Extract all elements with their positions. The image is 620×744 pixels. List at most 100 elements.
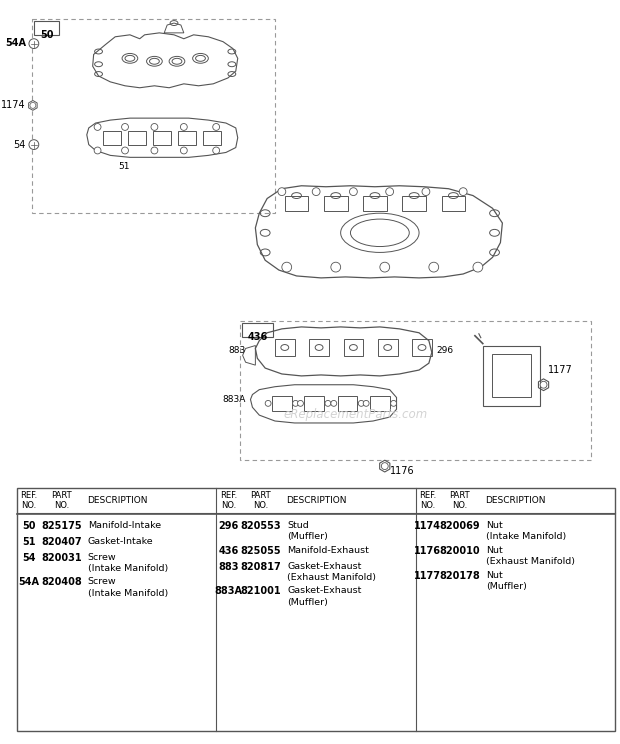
Text: 296: 296 [218, 521, 238, 531]
Text: 1177: 1177 [547, 365, 572, 375]
Text: Gasket-Intake: Gasket-Intake [88, 536, 153, 546]
Circle shape [381, 463, 388, 469]
Text: (Intake Manifold): (Intake Manifold) [88, 564, 168, 573]
Bar [378, 339, 397, 356]
Circle shape [312, 187, 320, 196]
Text: 1177: 1177 [414, 571, 441, 580]
Text: 883A: 883A [222, 394, 246, 403]
Circle shape [386, 187, 394, 196]
Text: Manifold-Intake: Manifold-Intake [88, 521, 161, 530]
Bar [153, 131, 171, 144]
Text: Nut: Nut [486, 571, 503, 580]
Circle shape [151, 147, 158, 154]
Text: 436: 436 [247, 332, 267, 341]
Bar [32, 19, 275, 214]
Text: REF.
NO.: REF. NO. [219, 491, 237, 510]
Circle shape [350, 187, 357, 196]
Text: Nut: Nut [486, 521, 503, 530]
Circle shape [298, 400, 303, 406]
Text: Screw: Screw [88, 553, 117, 562]
Circle shape [265, 400, 271, 406]
Text: REF.
NO.: REF. NO. [419, 491, 436, 510]
Bar [309, 339, 329, 356]
Bar [128, 131, 146, 144]
Text: DESCRIPTION: DESCRIPTION [286, 496, 347, 505]
Bar [338, 396, 357, 411]
Bar [285, 196, 308, 211]
Text: 825055: 825055 [241, 546, 281, 556]
Circle shape [325, 400, 331, 406]
Bar [34, 21, 60, 35]
Text: 51: 51 [118, 162, 130, 171]
Bar [483, 345, 539, 406]
Text: 1174: 1174 [1, 100, 26, 110]
Bar [17, 487, 615, 731]
Text: 51: 51 [22, 536, 36, 547]
Circle shape [29, 140, 39, 150]
Text: (Exhaust Manifold): (Exhaust Manifold) [486, 557, 575, 566]
Circle shape [331, 262, 340, 272]
Circle shape [540, 382, 547, 388]
Bar [412, 339, 432, 356]
Bar [275, 339, 294, 356]
Text: 50: 50 [40, 30, 53, 40]
Bar [178, 131, 195, 144]
Circle shape [429, 262, 439, 272]
Circle shape [122, 147, 128, 154]
Bar [104, 131, 121, 144]
Text: (Intake Manifold): (Intake Manifold) [88, 589, 168, 597]
Circle shape [151, 124, 158, 130]
Text: 1176: 1176 [414, 546, 441, 556]
Bar [203, 131, 221, 144]
Text: 883: 883 [218, 562, 239, 571]
Circle shape [213, 124, 219, 130]
Bar [240, 321, 591, 461]
Circle shape [180, 124, 187, 130]
Text: 883A: 883A [215, 586, 242, 597]
Text: (Muffler): (Muffler) [287, 532, 328, 541]
Circle shape [180, 147, 187, 154]
Text: 820408: 820408 [41, 577, 82, 587]
Bar [370, 396, 389, 411]
Bar [343, 339, 363, 356]
Text: 54A: 54A [5, 38, 26, 48]
Bar [441, 196, 465, 211]
Bar [402, 196, 426, 211]
Text: PART
NO.: PART NO. [450, 491, 470, 510]
Text: DESCRIPTION: DESCRIPTION [485, 496, 546, 505]
Text: (Intake Manifold): (Intake Manifold) [486, 532, 567, 541]
Bar [304, 396, 324, 411]
Text: 820407: 820407 [41, 536, 82, 547]
Circle shape [293, 400, 298, 406]
Text: PART
NO.: PART NO. [250, 491, 271, 510]
Text: (Exhaust Manifold): (Exhaust Manifold) [287, 573, 376, 582]
Bar [324, 196, 348, 211]
Circle shape [363, 400, 369, 406]
Text: 820010: 820010 [440, 546, 480, 556]
Text: DESCRIPTION: DESCRIPTION [87, 496, 148, 505]
Text: Stud: Stud [287, 521, 309, 530]
Text: 820178: 820178 [440, 571, 480, 580]
Text: (Muffler): (Muffler) [287, 597, 328, 606]
Circle shape [213, 147, 219, 154]
Text: 820069: 820069 [440, 521, 480, 531]
Circle shape [94, 147, 101, 154]
Text: 54: 54 [22, 553, 36, 562]
Circle shape [459, 187, 467, 196]
Text: PART
NO.: PART NO. [51, 491, 72, 510]
Text: 54A: 54A [19, 577, 40, 587]
Text: 825175: 825175 [41, 521, 82, 531]
Circle shape [282, 262, 291, 272]
Text: Nut: Nut [486, 546, 503, 555]
Circle shape [331, 400, 337, 406]
Bar [363, 196, 387, 211]
Text: 883: 883 [228, 345, 246, 355]
Text: 436: 436 [218, 546, 238, 556]
Circle shape [94, 124, 101, 130]
Text: 296: 296 [436, 345, 453, 355]
Text: 1176: 1176 [389, 466, 414, 476]
Bar [492, 354, 531, 397]
Text: 50: 50 [22, 521, 36, 531]
Text: eReplacementParts.com: eReplacementParts.com [283, 408, 427, 420]
Text: 820817: 820817 [240, 562, 281, 571]
